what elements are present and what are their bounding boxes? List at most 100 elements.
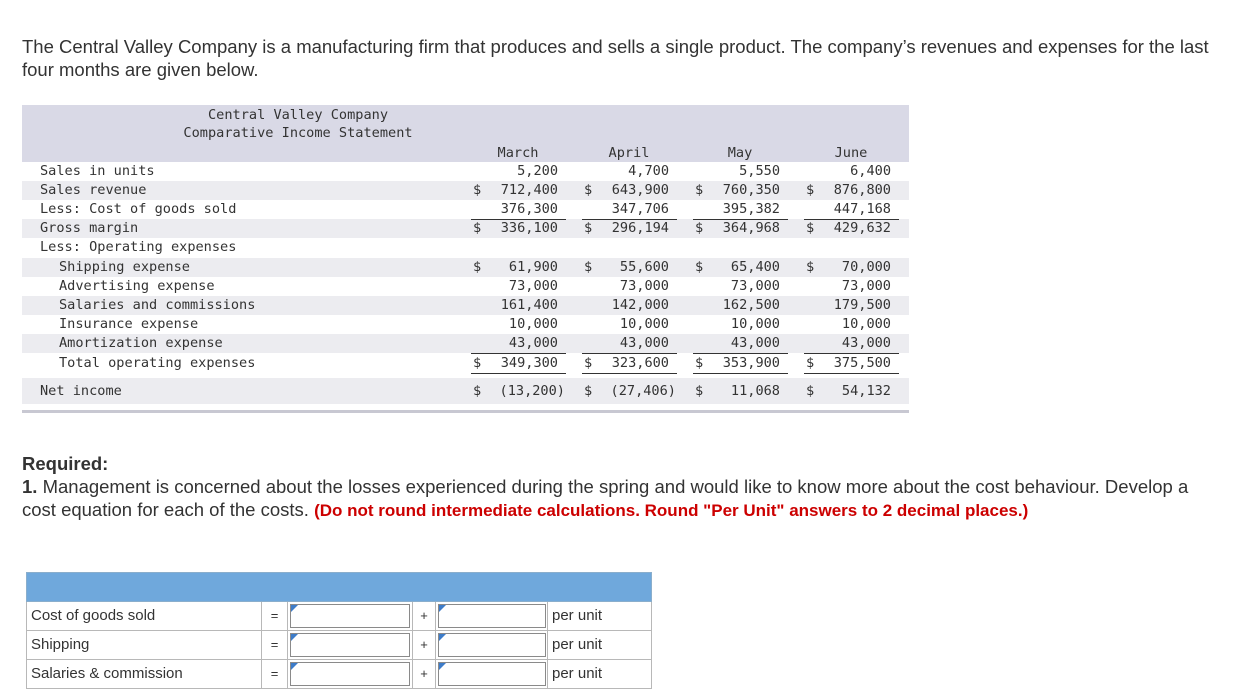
value-cell: 161,400 [500, 297, 558, 313]
cogs-underline [471, 219, 566, 220]
value-cell: 73,000 [730, 278, 780, 294]
dollar-sign: $ [806, 220, 815, 236]
statement-bottom-rule [22, 410, 909, 413]
value-cell: 73,000 [841, 278, 891, 294]
cogs-underline [804, 219, 899, 220]
input-marker-icon [439, 663, 446, 670]
dollar-sign: $ [584, 259, 593, 275]
equals-sign: = [262, 631, 288, 659]
statement-row: Sales in units 5,200 4,700 5,550 6,400 [22, 162, 909, 181]
cost-name: Cost of goods sold [26, 602, 262, 630]
fixed-cost-input[interactable] [290, 633, 410, 657]
value-cell: 376,300 [500, 201, 558, 217]
row-label: Advertising expense [59, 278, 215, 294]
cogs-underline [582, 219, 677, 220]
value-cell: 349,300 [500, 355, 558, 371]
statement-row: Insurance expense 10,000 10,000 10,000 10,00… [22, 315, 909, 334]
variable-cost-input[interactable] [438, 633, 546, 657]
amortization-underline [471, 353, 566, 354]
cost-equation-row: Cost of goods sold = + per unit [26, 602, 652, 631]
value-cell: 296,194 [611, 220, 669, 236]
dollar-sign: $ [473, 383, 482, 399]
per-unit-label: per unit [547, 660, 652, 688]
question-number: 1. [22, 476, 38, 497]
statement-header-band [22, 105, 909, 162]
month-header: April [608, 145, 650, 161]
cost-equation-row: Shipping = + per unit [26, 631, 652, 660]
statement-row: Advertising expense 73,000 73,000 73,000 73,… [22, 277, 909, 296]
cost-name: Salaries & commission [26, 660, 262, 688]
statement-row: Shipping expense $61,900 $55,600 $65,400 $70… [22, 258, 909, 277]
row-label: Gross margin [40, 220, 139, 236]
row-label: Total operating expenses [59, 355, 256, 371]
value-cell: 395,382 [722, 201, 780, 217]
statement-row: Net income $ (13,200) $ (27,406) $11,068 $54,1… [22, 378, 909, 404]
amortization-underline [693, 353, 788, 354]
dollar-sign: $ [806, 182, 815, 198]
required-section: Required: 1. Management is concerned abo… [22, 452, 1212, 522]
cost-equation-row: Salaries & commission = + per unit [26, 660, 652, 689]
value-cell: 10,000 [841, 316, 891, 332]
month-header: March [497, 145, 539, 161]
variable-cost-input[interactable] [438, 662, 546, 686]
total-opex-underline [471, 373, 566, 374]
row-label: Sales revenue [40, 182, 147, 198]
dollar-sign: $ [695, 259, 704, 275]
value-cell: 375,500 [833, 355, 891, 371]
row-label: Amortization expense [59, 335, 223, 351]
statement-row: Less: Cost of goods sold 376,300 347,706 39… [22, 200, 909, 219]
per-unit-label: per unit [547, 602, 652, 630]
question-text: Management is concerned about the losses… [22, 476, 1189, 520]
value-cell: 336,100 [500, 220, 558, 236]
statement-title: Comparative Income Statement [183, 125, 413, 141]
month-header: May [727, 145, 753, 161]
statement-row: Salaries and commissions 161,400 142,000 16… [22, 296, 909, 315]
value-cell: 5,200 [517, 163, 558, 179]
dollar-sign: $ [806, 355, 815, 371]
dollar-sign: $ [806, 259, 815, 275]
value-cell: 323,600 [611, 355, 669, 371]
amortization-underline [804, 353, 899, 354]
dollar-sign: $ [473, 259, 482, 275]
row-label: Salaries and commissions [59, 297, 256, 313]
dollar-sign: $ [473, 182, 482, 198]
dollar-sign: $ [584, 220, 593, 236]
value-cell: 876,800 [833, 182, 891, 198]
value-cell: (13,200) [499, 383, 565, 399]
value-cell: 43,000 [619, 335, 669, 351]
value-cell: 55,600 [619, 259, 669, 275]
dollar-sign: $ [473, 220, 482, 236]
dollar-sign: $ [695, 383, 704, 399]
input-marker-icon [439, 605, 446, 612]
statement-row: Gross margin $336,100 $296,194 $364,968 $429… [22, 219, 909, 238]
value-cell: 6,400 [850, 163, 891, 179]
value-cell: 643,900 [611, 182, 669, 198]
value-cell: 73,000 [508, 278, 558, 294]
income-statement: Central Valley Company Comparative Incom… [22, 105, 909, 413]
row-label: Shipping expense [59, 259, 190, 275]
fixed-cost-input[interactable] [290, 604, 410, 628]
input-marker-icon [291, 663, 298, 670]
value-cell: (27,406) [610, 383, 676, 399]
row-label: Less: Operating expenses [40, 239, 237, 255]
row-label: Net income [40, 383, 122, 399]
equals-sign: = [262, 602, 288, 630]
fixed-cost-input[interactable] [290, 662, 410, 686]
value-cell: 54,132 [841, 383, 891, 399]
value-cell: 43,000 [508, 335, 558, 351]
dollar-sign: $ [695, 355, 704, 371]
value-cell: 11,068 [730, 383, 780, 399]
value-cell: 73,000 [619, 278, 669, 294]
total-opex-underline [582, 373, 677, 374]
value-cell: 429,632 [833, 220, 891, 236]
company-name: Central Valley Company [207, 107, 389, 123]
row-label: Insurance expense [59, 316, 199, 332]
value-cell: 364,968 [722, 220, 780, 236]
dollar-sign: $ [695, 182, 704, 198]
value-cell: 347,706 [611, 201, 669, 217]
variable-cost-input[interactable] [438, 604, 546, 628]
plus-sign: + [412, 631, 436, 659]
value-cell: 4,700 [628, 163, 669, 179]
dollar-sign: $ [473, 355, 482, 371]
dollar-sign: $ [584, 182, 593, 198]
